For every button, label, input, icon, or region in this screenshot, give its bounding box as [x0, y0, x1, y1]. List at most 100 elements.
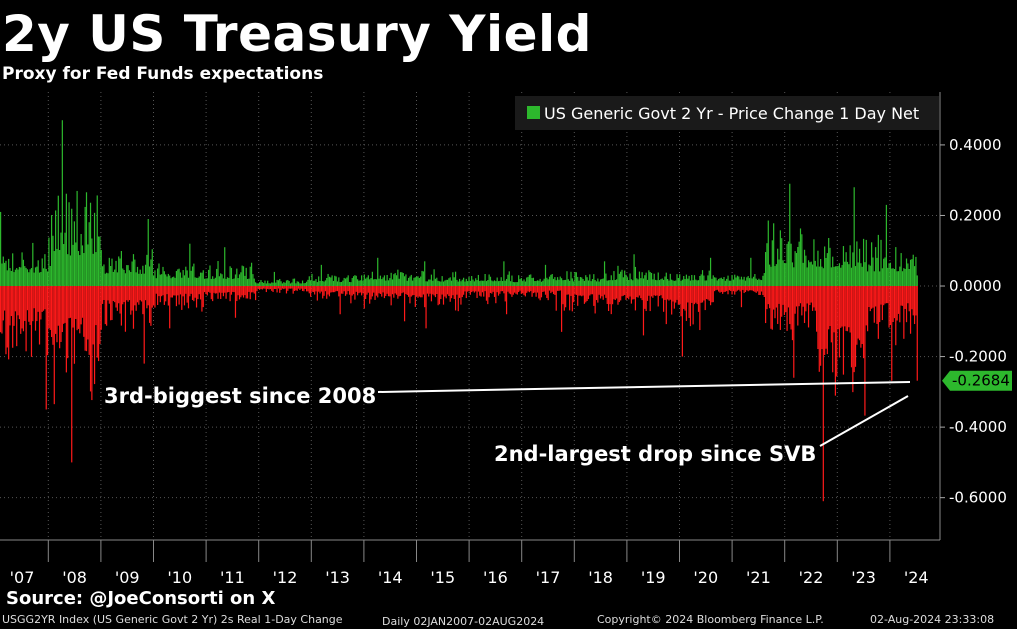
bar-positive: [91, 238, 93, 287]
bar-negative: [111, 286, 113, 320]
bar-negative: [208, 286, 210, 292]
bar-negative: [805, 286, 807, 312]
bar-negative: [102, 286, 104, 304]
bar-positive: [779, 230, 781, 287]
bar-negative: [786, 286, 788, 331]
bar-positive: [240, 272, 242, 287]
bar-negative: [276, 286, 278, 293]
bar-negative: [403, 286, 406, 322]
bar-negative: [766, 286, 768, 310]
bar-positive: [895, 247, 897, 287]
bar-negative: [489, 286, 492, 293]
gridlines: [0, 92, 940, 540]
bar-negative: [165, 286, 167, 302]
bar-positive: [224, 247, 226, 287]
bar-negative: [857, 286, 859, 339]
bar-negative: [589, 286, 591, 296]
bar-negative: [299, 286, 301, 290]
bar-negative: [171, 286, 173, 298]
bar-negative: [65, 286, 67, 373]
bar-positive: [672, 280, 674, 287]
bar-positive: [556, 277, 559, 287]
bar-negative: [487, 286, 489, 305]
bar-positive: [155, 278, 157, 287]
bar-positive: [42, 268, 45, 287]
bar-positive: [637, 279, 639, 287]
bar-positive: [817, 250, 819, 287]
bar-positive: [327, 273, 329, 287]
bar-positive: [323, 281, 325, 287]
bar-negative: [862, 286, 865, 359]
bar-positive: [245, 267, 247, 287]
bar-negative: [528, 286, 530, 293]
bar-positive: [281, 283, 284, 287]
bar-negative: [754, 286, 756, 292]
bar-positive: [599, 279, 602, 287]
bar-negative: [888, 286, 890, 328]
bar-positive: [795, 253, 798, 287]
bar-positive: [813, 239, 815, 287]
bar-positive: [873, 271, 875, 287]
bar-positive: [5, 260, 7, 287]
bar-negative: [107, 286, 109, 301]
bar-positive: [790, 243, 792, 287]
bar-negative: [205, 286, 207, 295]
bar-negative: [711, 286, 713, 303]
bar-positive: [697, 280, 700, 287]
bar-positive: [633, 254, 635, 287]
bar-negative: [40, 286, 42, 320]
bar-positive: [644, 275, 646, 287]
bar-positive: [465, 278, 467, 287]
bar-positive: [676, 274, 678, 287]
bar-negative: [900, 286, 902, 306]
bar-positive: [161, 274, 163, 287]
x-tick-label: '24: [904, 568, 929, 587]
bar-positive: [481, 280, 484, 287]
bar-negative: [775, 286, 777, 308]
bar-negative: [508, 286, 510, 294]
bar-negative: [383, 286, 386, 299]
bar-positive: [905, 258, 908, 287]
bar-negative: [389, 286, 391, 297]
bar-negative: [563, 286, 565, 311]
bar-positive: [154, 270, 156, 287]
bar-positive: [153, 275, 155, 287]
bar-positive: [44, 254, 46, 287]
bar-negative: [867, 286, 869, 332]
bar-positive: [742, 279, 744, 287]
bar-negative: [119, 286, 121, 314]
bar-positive: [361, 275, 363, 287]
bar-negative: [413, 286, 415, 296]
bar-positive: [150, 259, 152, 287]
bar-negative: [134, 286, 136, 306]
bar-negative: [186, 286, 188, 303]
bar-negative: [915, 286, 917, 316]
bar-negative: [887, 286, 889, 304]
bar-positive: [391, 279, 394, 287]
bar-positive: [806, 267, 808, 287]
bar-negative: [465, 286, 467, 299]
bar-negative: [130, 286, 132, 315]
bar-negative: [213, 286, 215, 293]
bar-negative: [653, 286, 655, 296]
bar-negative: [177, 286, 179, 296]
bar-positive: [416, 276, 418, 287]
bar-negative: [841, 286, 843, 327]
bar-positive: [891, 268, 893, 287]
bar-negative: [272, 286, 274, 292]
bar-negative: [881, 286, 883, 321]
bar-positive: [594, 280, 596, 287]
bar-positive: [174, 277, 176, 287]
bar-negative: [593, 286, 595, 306]
bar-positive: [81, 245, 84, 287]
bar-negative: [126, 286, 128, 301]
y-tick-label: -0.4000: [949, 418, 1007, 436]
bar-positive: [715, 277, 717, 287]
bar-negative: [652, 286, 654, 298]
bar-positive: [480, 280, 482, 287]
bar-positive: [304, 282, 306, 287]
bar-negative: [318, 286, 320, 292]
bar-negative: [367, 286, 369, 293]
bar-negative: [661, 286, 663, 299]
bar-negative: [377, 286, 379, 298]
